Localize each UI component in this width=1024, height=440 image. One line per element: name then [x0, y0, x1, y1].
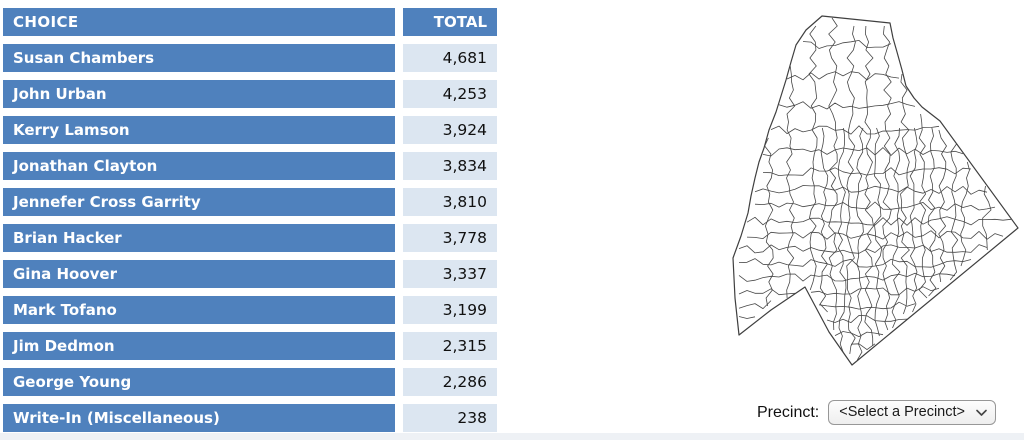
table-row: Jonathan Clayton 3,834 — [3, 152, 497, 180]
vote-total-cell: 3,778 — [403, 224, 497, 252]
vote-total-cell: 3,810 — [403, 188, 497, 216]
footer-strip — [0, 433, 1024, 440]
table-row: George Young 2,286 — [3, 368, 497, 396]
table-row: Gina Hoover 3,337 — [3, 260, 497, 288]
table-row: Mark Tofano 3,199 — [3, 296, 497, 324]
table-row: John Urban 4,253 — [3, 80, 497, 108]
results-table: CHOICE TOTAL Susan Chambers 4,681 John U… — [3, 8, 497, 440]
precinct-map[interactable] — [731, 10, 1020, 368]
table-row: Jennefer Cross Garrity 3,810 — [3, 188, 497, 216]
vote-total-cell: 3,337 — [403, 260, 497, 288]
table-header-row: CHOICE TOTAL — [3, 8, 497, 36]
column-header-choice: CHOICE — [3, 8, 395, 36]
vote-total-cell: 238 — [403, 404, 497, 432]
column-header-total: TOTAL — [403, 8, 497, 36]
county-outline — [732, 15, 1019, 366]
vote-total-cell: 3,834 — [403, 152, 497, 180]
table-row: Brian Hacker 3,778 — [3, 224, 497, 252]
precinct-select[interactable]: <Select a Precinct> — [828, 400, 997, 425]
candidate-name-cell: Jim Dedmon — [3, 332, 395, 360]
candidate-name-cell: Kerry Lamson — [3, 116, 395, 144]
candidate-name-cell: Jonathan Clayton — [3, 152, 395, 180]
candidate-name-cell: Gina Hoover — [3, 260, 395, 288]
vote-total-cell: 3,199 — [403, 296, 497, 324]
vote-total-cell: 4,253 — [403, 80, 497, 108]
candidate-name-cell: George Young — [3, 368, 395, 396]
vote-total-cell: 4,681 — [403, 44, 497, 72]
candidate-name-cell: Mark Tofano — [3, 296, 395, 324]
table-row: Kerry Lamson 3,924 — [3, 116, 497, 144]
table-body: Susan Chambers 4,681 John Urban 4,253 Ke… — [3, 44, 497, 432]
table-row: Write-In (Miscellaneous) 238 — [3, 404, 497, 432]
precinct-map-svg[interactable] — [731, 10, 1020, 368]
candidate-name-cell: Brian Hacker — [3, 224, 395, 252]
table-row: Jim Dedmon 2,315 — [3, 332, 497, 360]
candidate-name-cell: Susan Chambers — [3, 44, 395, 72]
candidate-name-cell: Jennefer Cross Garrity — [3, 188, 395, 216]
candidate-name-cell: Write-In (Miscellaneous) — [3, 404, 395, 432]
vote-total-cell: 2,286 — [403, 368, 497, 396]
vote-total-cell: 2,315 — [403, 332, 497, 360]
precinct-select-wrap: <Select a Precinct> — [828, 400, 997, 425]
table-row: Susan Chambers 4,681 — [3, 44, 497, 72]
candidate-name-cell: John Urban — [3, 80, 395, 108]
vote-total-cell: 3,924 — [403, 116, 497, 144]
precinct-boundary-lines — [738, 17, 1012, 361]
precinct-label: Precinct: — [757, 403, 820, 421]
precinct-selector-bar: Precinct: <Select a Precinct> — [757, 400, 997, 425]
